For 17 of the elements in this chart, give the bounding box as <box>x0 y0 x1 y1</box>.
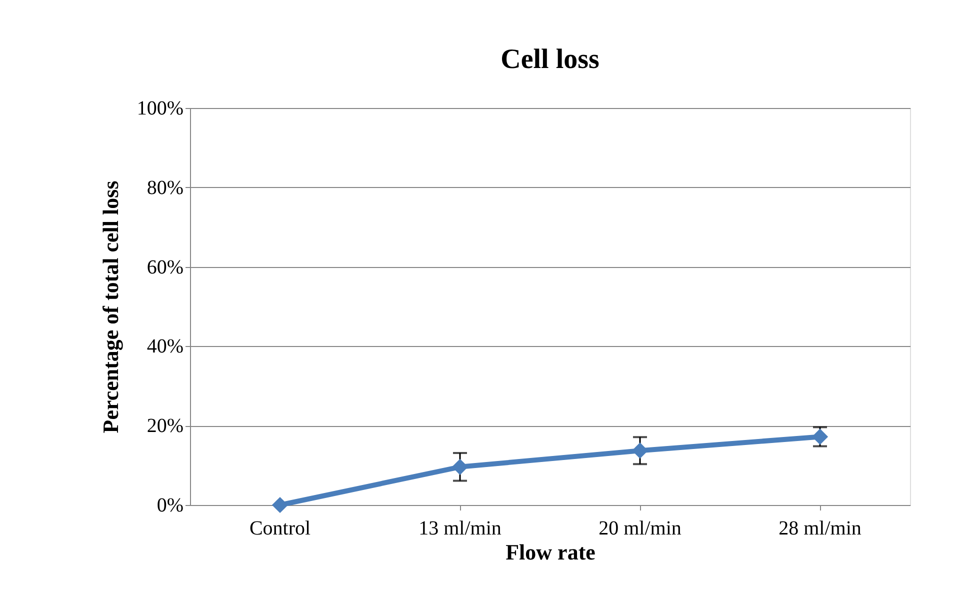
y-tick-label: 80% <box>146 176 184 199</box>
x-axis-title: Flow rate <box>506 540 596 564</box>
x-tick-label: 20 ml/min <box>598 518 682 540</box>
x-tick-label: Control <box>249 518 311 540</box>
point <box>632 442 648 459</box>
y-tick-label: 60% <box>146 256 184 278</box>
y-tick-label: 0% <box>156 494 184 516</box>
point <box>812 428 828 445</box>
y-tick-label: 100% <box>136 98 184 120</box>
x-tick-label: 28 ml/min <box>778 518 862 540</box>
point <box>272 496 288 514</box>
y-axis-title: Percentage of total cell loss <box>98 180 123 434</box>
chart-title: Cell loss <box>500 44 600 75</box>
y-tick-label: 20% <box>146 415 184 438</box>
x-tick-label: 13 ml/min <box>418 518 502 540</box>
y-tick-label: 40% <box>146 336 184 358</box>
point <box>452 458 468 475</box>
